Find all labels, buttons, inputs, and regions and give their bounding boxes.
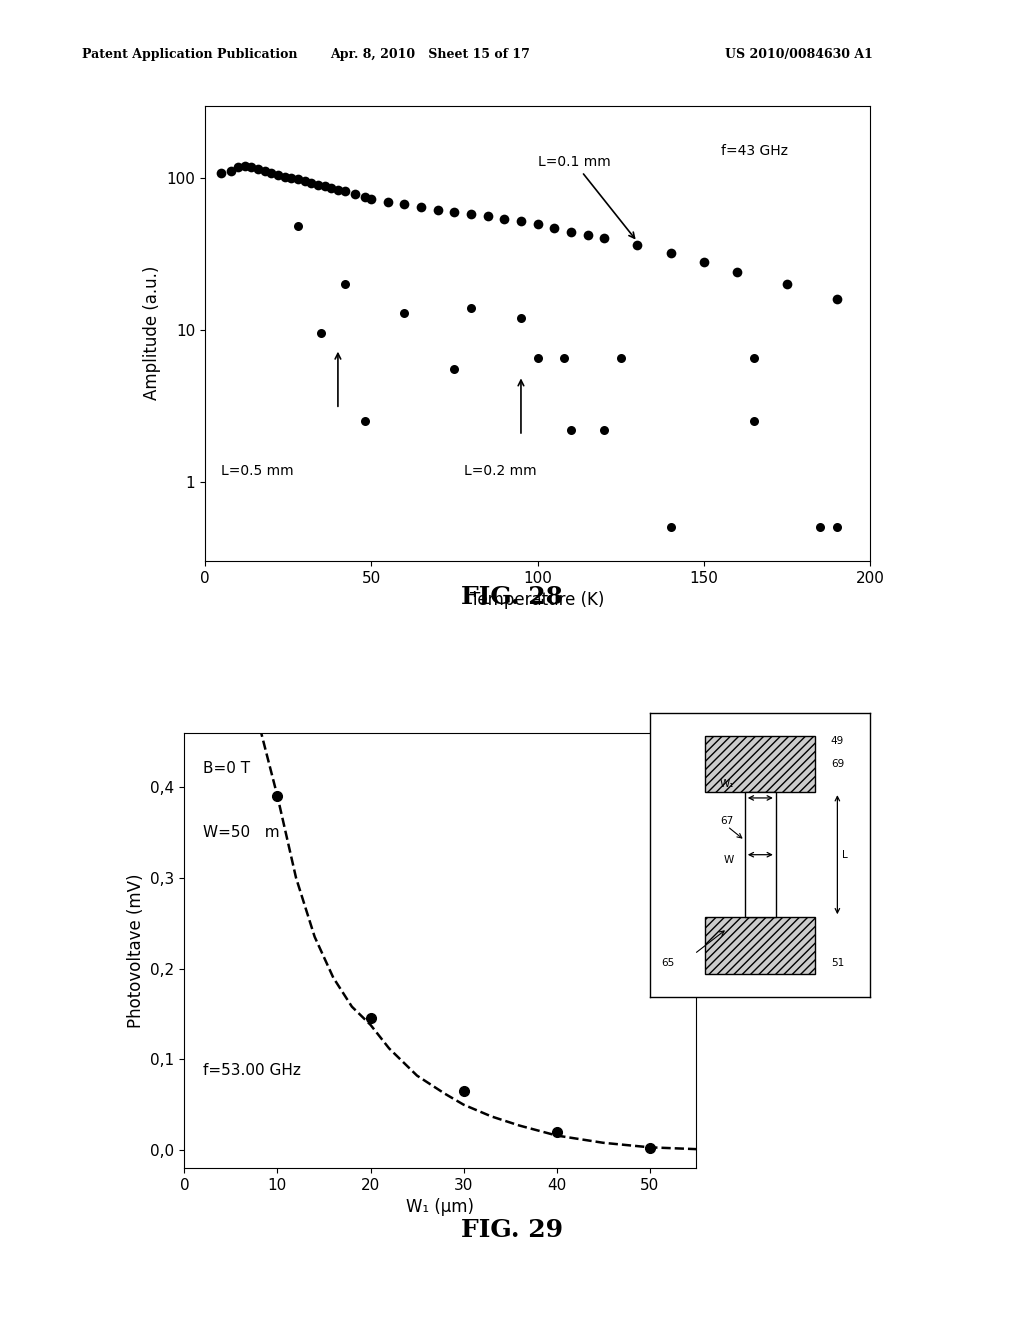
Text: 65: 65 xyxy=(662,957,675,968)
Y-axis label: Amplitude (a.u.): Amplitude (a.u.) xyxy=(142,267,161,400)
X-axis label: W₁ (μm): W₁ (μm) xyxy=(407,1199,474,1217)
Text: W₁: W₁ xyxy=(720,779,734,789)
Text: 51: 51 xyxy=(830,957,844,968)
Text: B=0 T: B=0 T xyxy=(203,762,250,776)
Text: Apr. 8, 2010   Sheet 15 of 17: Apr. 8, 2010 Sheet 15 of 17 xyxy=(330,48,530,61)
Text: FIG. 28: FIG. 28 xyxy=(461,585,563,609)
Bar xyxy=(744,792,776,917)
Text: Patent Application Publication: Patent Application Publication xyxy=(82,48,297,61)
X-axis label: Temperature (K): Temperature (K) xyxy=(470,591,605,610)
Text: f=43 GHz: f=43 GHz xyxy=(721,144,787,158)
Text: L=0.2 mm: L=0.2 mm xyxy=(465,465,537,478)
Bar xyxy=(706,735,815,792)
Y-axis label: Photovoltave (mV): Photovoltave (mV) xyxy=(127,873,144,1028)
Text: 67: 67 xyxy=(721,816,734,825)
Text: W: W xyxy=(724,855,734,866)
Text: FIG. 29: FIG. 29 xyxy=(461,1218,563,1242)
Text: W=50   m: W=50 m xyxy=(203,825,280,840)
Text: 69: 69 xyxy=(830,759,844,768)
Text: f=53.00 GHz: f=53.00 GHz xyxy=(203,1063,301,1077)
Text: US 2010/0084630 A1: US 2010/0084630 A1 xyxy=(725,48,872,61)
Text: 49: 49 xyxy=(830,737,844,746)
Text: L=0.1 mm: L=0.1 mm xyxy=(538,154,635,238)
Bar xyxy=(706,917,815,974)
Text: L: L xyxy=(842,850,848,859)
Text: L=0.5 mm: L=0.5 mm xyxy=(221,465,294,478)
